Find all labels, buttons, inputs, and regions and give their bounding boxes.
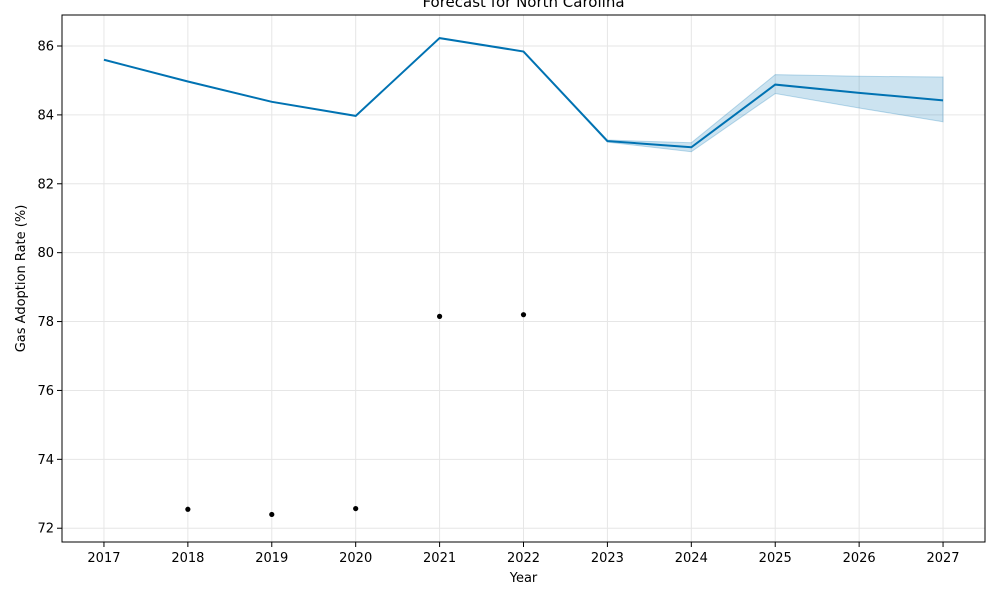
grid-layer	[62, 15, 985, 542]
forecast-line-layer	[103, 37, 944, 149]
observed-point	[185, 506, 191, 512]
y-tick-label: 82	[37, 177, 54, 192]
y-tick-label: 80	[37, 246, 54, 261]
observed-point	[436, 313, 443, 319]
y-tick-label: 72	[37, 522, 54, 537]
observed-point	[353, 505, 359, 512]
chart-title: Forecast for North Carolina	[422, 0, 624, 11]
x-tick-label: 2025	[759, 551, 792, 566]
x-axis-label: Year	[509, 571, 538, 586]
x-tick-label: 2019	[255, 551, 288, 566]
x-tick-label: 2027	[926, 551, 959, 566]
observed-points-layer	[185, 312, 527, 518]
x-tick-label: 2023	[591, 551, 624, 566]
forecast-line	[103, 37, 944, 149]
x-axis-ticks: 2017 2018 2019 2020 2021 2022 2023 2024 2025 2026…	[87, 542, 960, 566]
x-tick-label: 2017	[87, 551, 120, 566]
x-tick-label: 2020	[339, 551, 372, 566]
y-tick-label: 74	[37, 453, 54, 468]
y-axis-ticks: 72 74 76 78 80 82 84 86	[37, 40, 62, 537]
y-tick-label: 76	[37, 384, 54, 399]
y-tick-label: 78	[37, 315, 54, 330]
observed-point	[269, 511, 275, 518]
y-axis-label: Gas Adoption Rate (%)	[14, 205, 29, 353]
x-tick-label: 2024	[675, 551, 708, 566]
x-tick-label: 2026	[843, 551, 876, 566]
y-tick-label: 84	[37, 108, 54, 123]
y-tick-label: 86	[37, 40, 54, 55]
x-tick-label: 2022	[507, 551, 540, 566]
x-tick-label: 2021	[423, 551, 456, 566]
x-tick-label: 2018	[171, 551, 204, 566]
observed-point	[520, 312, 527, 318]
